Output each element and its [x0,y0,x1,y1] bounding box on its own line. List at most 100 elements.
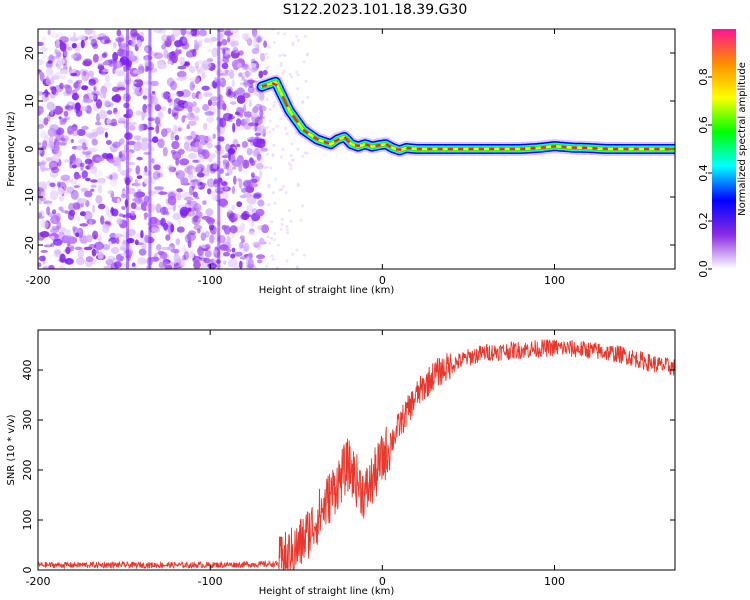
noise-blob [85,132,93,138]
noise-blob [95,249,99,254]
noise-blob [93,86,97,91]
noise-blob [95,121,102,126]
noise-blob [174,49,180,57]
noise-blob [206,116,215,123]
noise-blob [38,142,42,146]
noise-blob [252,39,259,48]
noise-blob [57,181,61,187]
noise-blob [135,110,143,116]
noise-blob [67,79,74,84]
noise-blob [256,36,262,43]
noise-blob [59,42,67,52]
noise-streak [217,29,221,269]
ridge-peak [395,147,402,152]
noise-blob [227,148,235,155]
noise-blob [58,195,65,202]
noise-blob [221,62,229,70]
noise-blob [47,264,55,269]
noise-blob [53,90,59,96]
noise-blob [243,71,253,77]
noise-blob [194,39,198,45]
noise-blob [254,132,261,136]
noise-blob [196,172,205,178]
noise-blob [173,101,177,111]
noise-blob [186,112,195,121]
y-axis-label: SNR (10 * v/v) [6,414,17,485]
noise-blob [264,138,268,142]
noise-blob [155,124,160,134]
figure-title: S122.2023.101.18.39.G30 [282,2,468,18]
noise-blob [92,30,96,36]
noise-blob [167,195,177,206]
noise-blob [83,139,89,147]
noise-blob [74,174,82,179]
noise-blob [251,29,258,38]
noise-blob [235,213,241,219]
noise-blob [42,266,49,269]
noise-blob [242,159,250,169]
noise-blob [153,52,164,60]
noise-blob [259,109,264,118]
noise-blob [174,259,182,263]
noise-blob [110,247,120,254]
noise-blob [117,86,126,91]
noise-blob [38,41,44,46]
noise-blob [117,48,125,57]
noise-blob [117,37,122,48]
noise-blob [50,228,60,233]
noise-blob [291,252,295,256]
noise-blob [171,107,179,117]
noise-blob [77,198,88,205]
noise-blob [163,222,169,231]
noise-blob [82,171,86,180]
noise-blob [226,165,233,174]
noise-blob [159,206,169,216]
noise-blob [247,258,254,268]
noise-blob [186,124,190,130]
noise-blob [189,181,198,187]
noise-blob [173,39,184,47]
noise-blob [131,32,140,37]
noise-blob [192,191,198,198]
noise-blob [98,110,108,120]
noise-blob [290,142,294,146]
noise-blob [179,206,190,217]
noise-blob [59,82,64,90]
noise-blob [38,181,48,191]
noise-blob [197,134,207,141]
noise-blob [231,79,235,88]
y-tick-label: 20 [23,46,36,60]
noise-blob [279,64,283,68]
noise-blob [170,248,180,254]
noise-blob [255,208,265,217]
noise-blob [192,101,197,108]
noise-blob [194,77,200,85]
noise-blob [94,90,100,95]
noise-blob [251,47,260,55]
noise-blob [102,152,109,159]
noise-blob [75,102,81,111]
noise-blob [129,81,138,85]
noise-blob [223,225,231,235]
noise-blob [154,104,162,112]
noise-blob [38,198,42,205]
noise-blob [266,235,270,239]
noise-blob [243,104,247,114]
noise-blob [65,85,73,95]
noise-blob [135,165,141,175]
noise-blob [162,261,172,269]
noise-blob [176,226,185,233]
x-tick-label: -200 [26,274,51,287]
noise-blob [248,99,253,108]
noise-blob [104,39,112,44]
noise-blob [74,228,82,233]
noise-blob [112,86,120,93]
noise-blob [137,63,145,74]
noise-blob [258,92,265,102]
noise-blob [38,124,45,129]
noise-blob [285,132,289,136]
noise-blob [203,91,213,97]
noise-blob [67,125,75,135]
noise-blob [306,95,310,99]
noise-blob [84,29,93,35]
